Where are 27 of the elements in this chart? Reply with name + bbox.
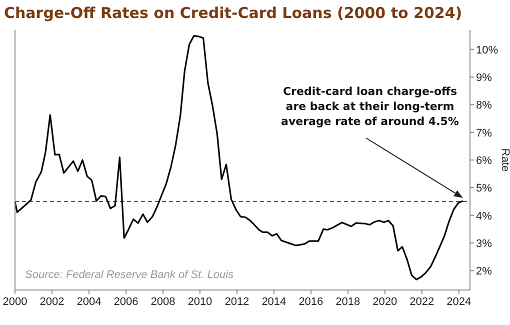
annotation: Credit-card loan charge-offs are back at their long-term average rate of around 4.5%: [281, 85, 459, 128]
chart-title: Charge-Off Rates on Credit-Card Loans (2000 to 2024): [4, 4, 462, 22]
x-tick-label: 2002: [40, 296, 64, 308]
y-tick-label: 4%: [476, 210, 492, 222]
x-tick-label: 2000: [2, 296, 28, 308]
x-tick-label: 2016: [298, 296, 324, 308]
y-tick-label: 5%: [476, 182, 492, 195]
x-tick-label: 2004: [76, 296, 102, 308]
line-series: [14, 35, 464, 280]
y-tick-label: 2%: [476, 266, 492, 278]
x-tick-label: 2006: [114, 296, 138, 308]
x-tick-label: 2012: [224, 296, 250, 308]
y-tick-label: 9%: [476, 72, 492, 84]
y-tick-label: 7%: [476, 127, 492, 140]
y-tick-label: 6%: [476, 155, 492, 167]
y-axis-title: Rate: [499, 148, 510, 172]
y-tick-label: 8%: [476, 100, 492, 112]
x-tick-label: 2008: [150, 296, 176, 308]
x-tick-label: 2014: [262, 296, 286, 308]
x-tick-label: 2024: [446, 296, 472, 308]
annotation: Source: Federal Reserve Bank of St. Louis: [25, 269, 234, 281]
x-tick-label: 2018: [336, 296, 360, 308]
y-tick-label: 3%: [476, 238, 492, 250]
x-tick-label: 2022: [410, 296, 434, 308]
x-tick-label: 2010: [188, 296, 212, 308]
y-tick-label: 10%: [476, 44, 498, 56]
x-tick-label: 2020: [372, 296, 398, 308]
